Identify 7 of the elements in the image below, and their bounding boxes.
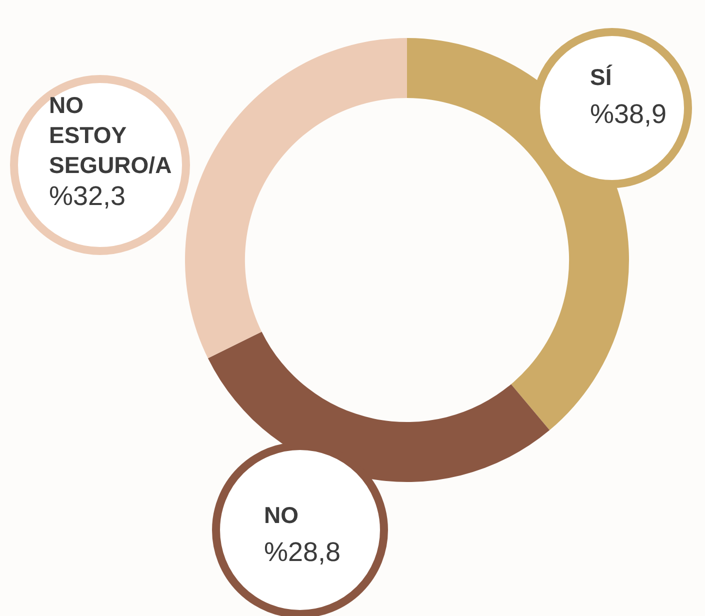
donut-slice <box>185 38 407 358</box>
data-label: %32,3 <box>49 181 126 211</box>
data-label: %28,8 <box>264 537 341 567</box>
slice-label: NO <box>264 502 298 528</box>
slice-label: NO ESTOY SEGURO/A <box>49 92 172 178</box>
data-label: %38,9 <box>590 99 667 129</box>
slice-label: SÍ <box>590 64 612 90</box>
